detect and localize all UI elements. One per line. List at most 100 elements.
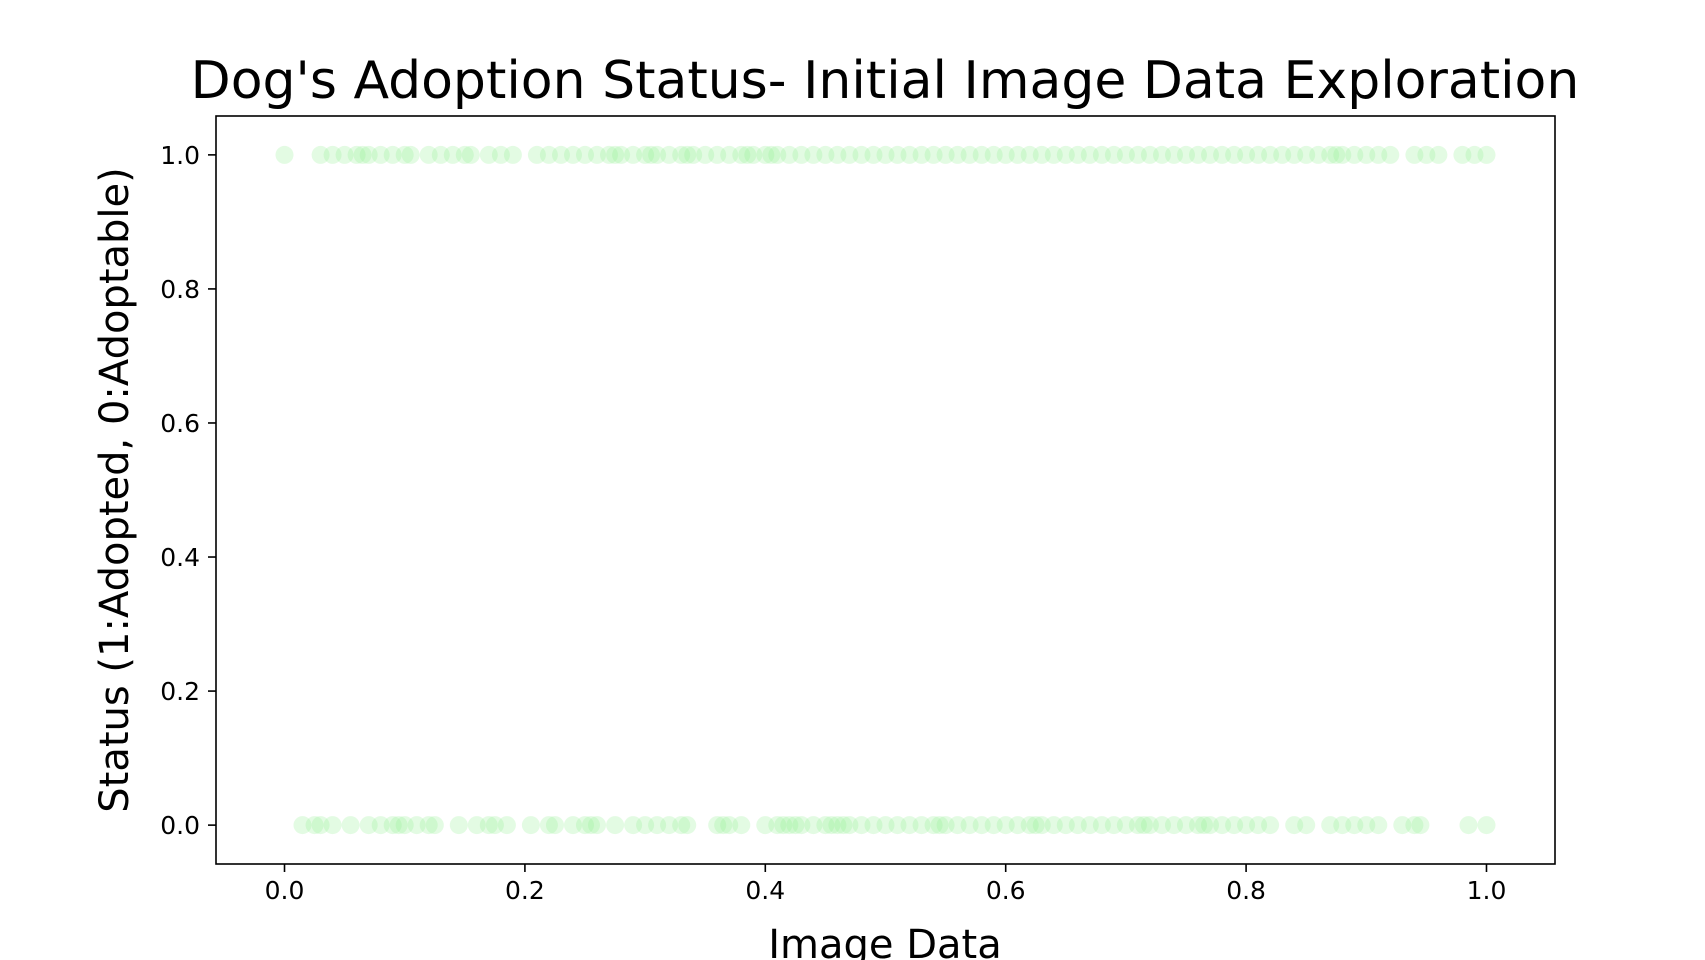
data-point — [912, 145, 931, 164]
data-point — [1116, 816, 1135, 835]
data-point — [924, 145, 943, 164]
data-point — [1333, 145, 1352, 164]
data-point — [539, 145, 558, 164]
data-point — [660, 816, 679, 835]
data-point — [804, 145, 823, 164]
y-tick-label: 1.0 — [160, 141, 200, 170]
data-point — [1327, 145, 1346, 164]
data-point — [1345, 145, 1364, 164]
data-point — [960, 816, 979, 835]
data-point — [732, 145, 751, 164]
y-tick-label: 0.4 — [160, 543, 200, 572]
data-point — [1213, 145, 1232, 164]
data-point — [636, 145, 655, 164]
data-point — [864, 816, 883, 835]
data-point — [1273, 145, 1292, 164]
data-point — [672, 816, 691, 835]
data-point — [936, 816, 955, 835]
data-point — [1026, 816, 1045, 835]
data-point — [1411, 816, 1430, 835]
data-point — [1140, 145, 1159, 164]
data-point — [371, 145, 390, 164]
data-point — [828, 816, 847, 835]
data-point — [606, 816, 625, 835]
data-point — [353, 145, 372, 164]
data-point — [395, 816, 414, 835]
data-point — [323, 145, 342, 164]
data-point — [1417, 145, 1436, 164]
x-tick-label: 1.0 — [1467, 876, 1507, 905]
data-point — [612, 145, 631, 164]
data-point — [984, 145, 1003, 164]
data-point — [852, 816, 871, 835]
data-point — [1249, 816, 1268, 835]
data-point — [960, 145, 979, 164]
data-point — [1285, 145, 1304, 164]
data-point — [443, 145, 462, 164]
data-point — [1405, 816, 1424, 835]
data-point — [642, 145, 661, 164]
data-point — [984, 816, 1003, 835]
data-point — [1128, 145, 1147, 164]
data-point — [606, 145, 625, 164]
data-point — [840, 816, 859, 835]
data-point — [564, 145, 582, 164]
y-tick-label: 0.6 — [160, 409, 200, 438]
data-point — [588, 816, 606, 835]
data-point — [1369, 145, 1388, 164]
data-point — [720, 816, 739, 835]
y-tick-label: 0.8 — [160, 275, 200, 304]
data-points — [275, 145, 1496, 835]
data-point — [1333, 816, 1352, 835]
data-point — [786, 816, 805, 835]
data-point — [696, 145, 715, 164]
data-point — [684, 145, 703, 164]
data-point — [1309, 145, 1328, 164]
data-point — [419, 145, 438, 164]
data-point — [1165, 816, 1183, 835]
data-point — [660, 145, 679, 164]
data-point — [1068, 145, 1087, 164]
data-point — [305, 816, 324, 835]
y-axis-label: Status (1:Adopted, 0:Adoptable) — [92, 167, 138, 813]
data-point — [1297, 816, 1316, 835]
data-point — [383, 145, 402, 164]
data-point — [1189, 816, 1207, 835]
data-point — [1116, 145, 1135, 164]
data-point — [912, 816, 931, 835]
data-point — [275, 145, 294, 164]
data-point — [1261, 816, 1280, 835]
data-point — [1405, 145, 1424, 164]
data-point — [756, 145, 775, 164]
data-point — [714, 816, 733, 835]
data-point — [900, 816, 919, 835]
data-point — [1201, 145, 1219, 164]
data-point — [780, 145, 799, 164]
data-point — [576, 816, 594, 835]
data-point — [389, 816, 408, 835]
data-point — [744, 145, 763, 164]
data-point — [1080, 145, 1099, 164]
data-point — [401, 145, 420, 164]
data-point — [461, 145, 480, 164]
data-point — [1225, 145, 1244, 164]
data-point — [1153, 145, 1171, 164]
data-point — [762, 145, 781, 164]
data-point — [768, 145, 787, 164]
data-point — [431, 145, 450, 164]
data-point — [1177, 145, 1195, 164]
data-point — [1153, 816, 1171, 835]
data-point — [834, 816, 853, 835]
data-point — [948, 816, 967, 835]
data-point — [425, 816, 444, 835]
x-axis-label: Image Data — [768, 922, 1002, 960]
data-point — [341, 816, 360, 835]
data-point — [564, 816, 582, 835]
data-point — [1393, 816, 1412, 835]
data-point — [582, 816, 600, 835]
data-point — [780, 816, 799, 835]
data-point — [491, 145, 510, 164]
data-point — [449, 816, 468, 835]
data-point — [972, 145, 991, 164]
